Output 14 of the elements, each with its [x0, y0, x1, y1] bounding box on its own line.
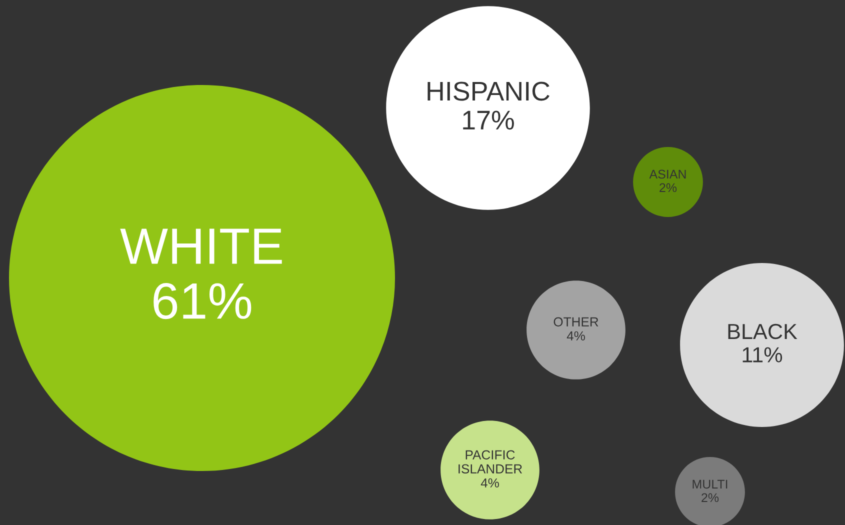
category-label: OTHER — [554, 317, 598, 326]
category-label: PACIFIC ISLANDER — [458, 450, 522, 474]
category-label: HISPANIC — [428, 82, 550, 101]
data-label: 17% — [463, 110, 514, 130]
data-label: 4% — [480, 478, 499, 488]
data-label: 2% — [660, 183, 677, 192]
data-label: 61% — [154, 283, 252, 320]
category-label: ASIAN — [649, 170, 686, 179]
category-label: MULTI — [692, 480, 728, 489]
data-label: 4% — [566, 331, 585, 340]
category-label: WHITE — [120, 228, 282, 264]
data-label: 2% — [702, 493, 719, 502]
category-label: BLACK — [728, 324, 798, 340]
data-label: 11% — [742, 347, 782, 362]
